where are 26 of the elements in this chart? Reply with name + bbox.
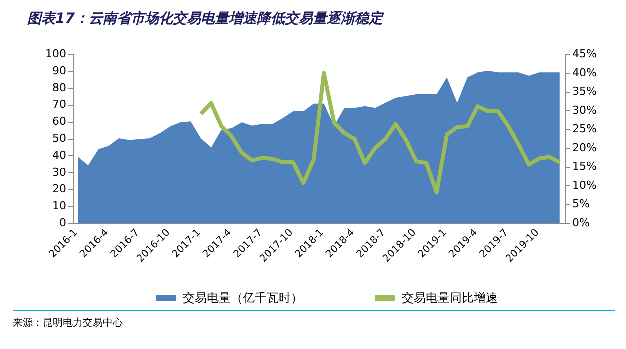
line-series: [199, 71, 562, 195]
y-tick-label: 70: [52, 98, 66, 112]
y-tick-label: 60: [52, 115, 66, 128]
y-tick-label: 30: [52, 166, 66, 179]
source-note: 来源：昆明电力交易中心: [13, 317, 123, 329]
legend-label: 交易电量同比增速: [402, 291, 498, 305]
y-tick-label: 40: [52, 148, 66, 162]
y-tick-label: 0: [60, 216, 66, 230]
y2-tick-label: 5%: [572, 198, 590, 211]
y2-tick-label: 0%: [572, 216, 590, 230]
y2-tick-label: 35%: [572, 85, 597, 98]
y-tick-label: 90: [52, 64, 66, 78]
y2-tick-label: 15%: [572, 160, 597, 174]
y-tick-label: 100: [46, 48, 66, 60]
y2-tick-label: 20%: [572, 141, 597, 154]
y-tick-label: 20: [52, 182, 66, 196]
y-tick-label: 80: [52, 81, 66, 94]
y2-tick-label: 30%: [572, 104, 597, 117]
chart-title: 图表17：云南省市场化交易电量增速降低交易量逐渐稳定: [28, 10, 385, 27]
y2-tick-label: 25%: [572, 122, 597, 136]
y-tick-label: 50: [52, 132, 66, 145]
y2-tick-label: 10%: [572, 178, 597, 192]
legend-label: 交易电量（亿千瓦时）: [183, 291, 303, 305]
y-tick-label: 10: [52, 200, 66, 213]
y2-tick-label: 45%: [572, 48, 597, 60]
y2-tick-label: 40%: [572, 66, 597, 80]
